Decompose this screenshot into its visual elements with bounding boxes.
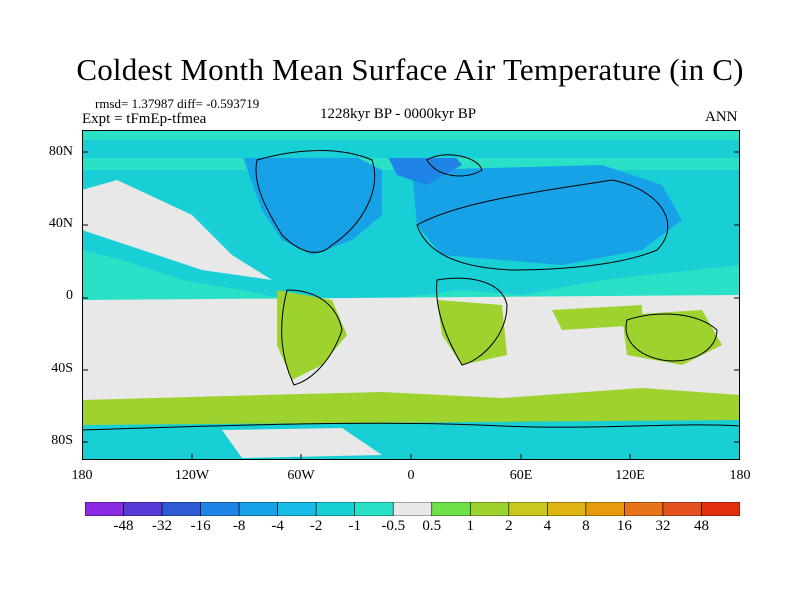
temperature-map xyxy=(82,130,740,460)
lon-label-180w: 180 xyxy=(71,468,93,483)
map-panel xyxy=(82,130,740,460)
colorbar-label: 48 xyxy=(693,518,709,534)
region-pacific-neutral xyxy=(82,180,272,280)
colorbar-segment xyxy=(161,502,201,516)
colorbar-label: -16 xyxy=(190,518,211,534)
coast-antarctica xyxy=(82,422,740,431)
coast-africa xyxy=(436,277,508,366)
colorbar-segment xyxy=(392,502,433,516)
season-label: ANN xyxy=(705,109,738,125)
colorbar-segment xyxy=(508,502,548,516)
lat-label-40s: 40S xyxy=(51,361,73,376)
region-australia-green xyxy=(622,310,722,365)
experiment-label: Expt = tFmEp-tfmea xyxy=(82,111,207,127)
colorbar-segment xyxy=(200,502,240,516)
region-south-america-green xyxy=(277,290,347,380)
colorbar-segment xyxy=(469,502,510,516)
lat-label-80n: 80N xyxy=(48,144,73,159)
colorbar-label: 1 xyxy=(466,518,475,534)
lon-label-180e: 180 xyxy=(729,468,751,483)
colorbar-label: -32 xyxy=(152,518,173,534)
coast-eurasia xyxy=(416,179,669,271)
chart-title: Coldest Month Mean Surface Air Temperatu… xyxy=(76,52,744,87)
colorbar-label: 2 xyxy=(505,518,513,534)
colorbar-segment xyxy=(277,502,317,516)
colorbar-label: -1 xyxy=(348,518,361,534)
region-africa-green xyxy=(437,300,507,365)
colorbar-label: -4 xyxy=(271,518,284,534)
colorbar-segment xyxy=(315,502,356,516)
colorbar-label: -8 xyxy=(232,518,246,534)
colorbar-segment xyxy=(354,502,394,516)
lat-label-40n: 40N xyxy=(48,216,73,231)
lat-label-80s: 80S xyxy=(51,433,73,448)
colorbar-segment xyxy=(238,502,278,516)
colorbar-segment xyxy=(662,502,702,516)
lon-label-60e: 60E xyxy=(509,468,533,483)
colorbar-label: -48 xyxy=(113,518,134,534)
colorbar-segment xyxy=(624,502,664,516)
coast-south-america xyxy=(281,289,343,386)
region-arctic-cyan xyxy=(82,140,740,158)
colorbar-segment xyxy=(123,502,163,516)
colorbar-segment xyxy=(701,502,740,516)
lon-label-120e: 120E xyxy=(615,468,645,483)
lon-label-60w: 60W xyxy=(287,468,315,483)
lat-label-0: 0 xyxy=(66,288,73,303)
lon-label-0: 0 xyxy=(407,468,415,483)
colorbar-label: 16 xyxy=(616,518,632,534)
region-antarctic-neutral xyxy=(222,428,382,458)
colorbar-label: 4 xyxy=(543,518,552,534)
colorbar-label: 8 xyxy=(582,518,590,534)
coast-greenland xyxy=(426,154,483,177)
colorbar-segment xyxy=(431,502,471,516)
stats-text: rmsd= 1.37987 diff= -0.593719 xyxy=(95,96,260,111)
colorbar-label: -2 xyxy=(309,518,323,534)
lon-label-120w: 120W xyxy=(174,468,210,483)
axis-ticks xyxy=(82,151,740,460)
colorbar-segment xyxy=(585,502,625,516)
colorbar-segment xyxy=(85,502,124,516)
coast-australia xyxy=(625,313,718,362)
region-indian-ocean-green xyxy=(552,305,642,330)
colorbar xyxy=(85,502,740,516)
region-eurasia-blue xyxy=(412,165,682,265)
period-label: 1228kyr BP - 0000kyr BP xyxy=(320,106,477,122)
colorbar-label: 0.5 xyxy=(422,518,442,534)
region-north-america-blue xyxy=(242,150,382,255)
coast-north-america xyxy=(255,150,376,253)
colorbar-label: -0.5 xyxy=(381,518,406,534)
colorbar-label: 32 xyxy=(655,518,671,534)
colorbar-segment xyxy=(547,502,587,516)
